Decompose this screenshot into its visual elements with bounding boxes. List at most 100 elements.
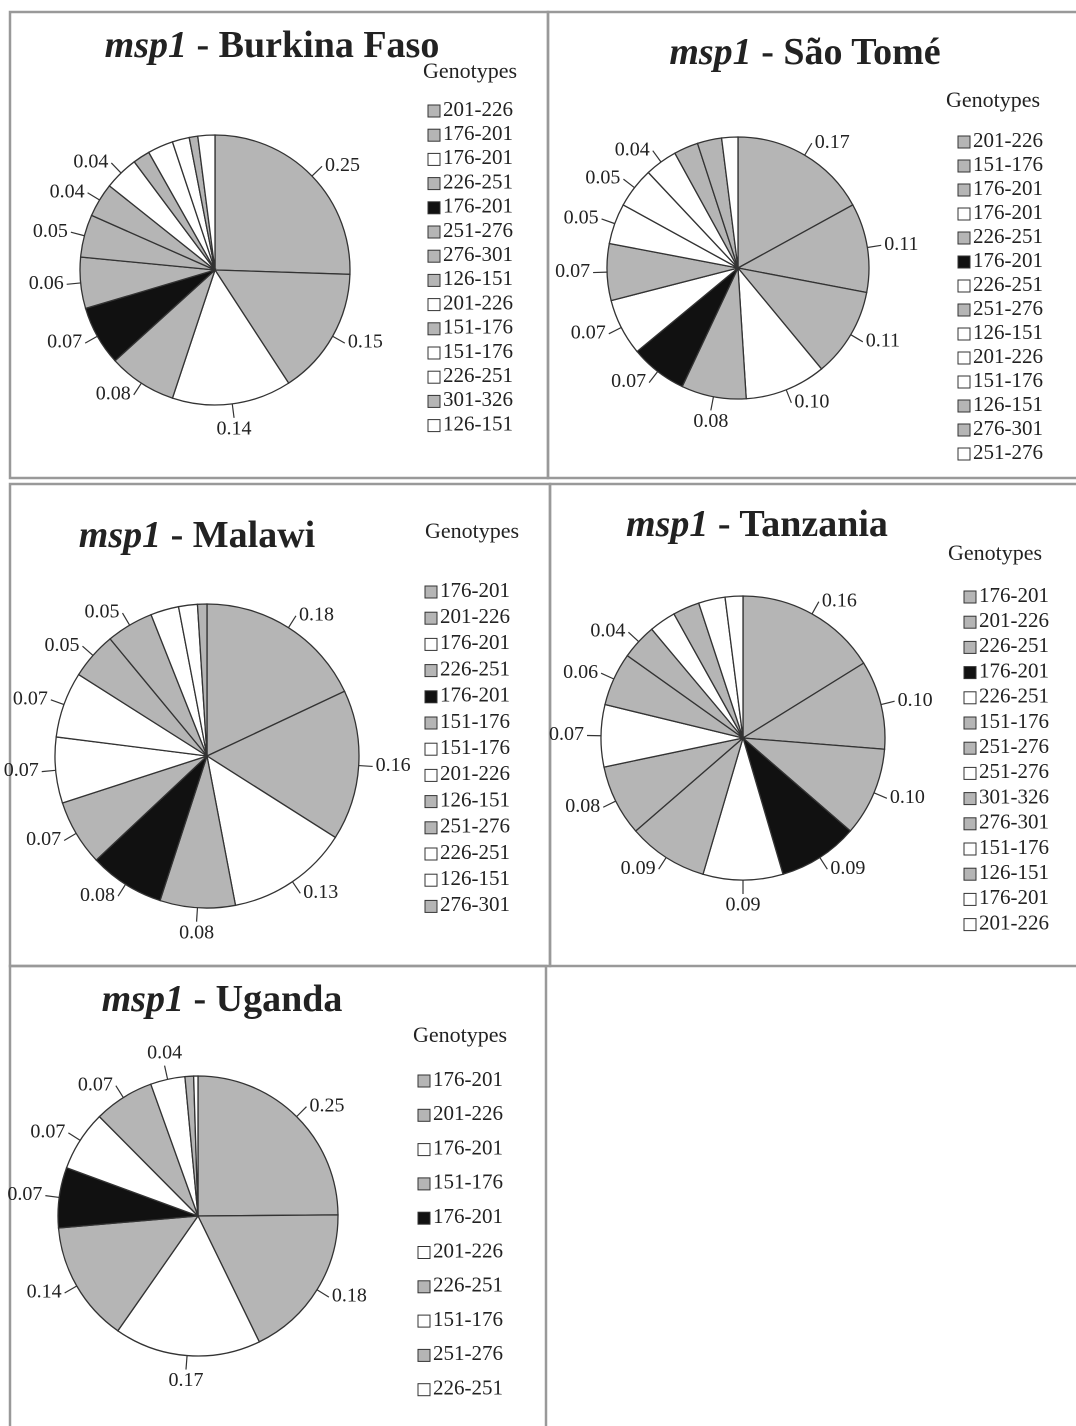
legend-label: 251-276 — [979, 734, 1049, 758]
leader-line — [45, 1195, 60, 1199]
legend-swatch — [963, 615, 977, 629]
leader-line — [648, 371, 659, 383]
leader-line — [68, 1132, 81, 1141]
data-label: 0.04 — [590, 620, 625, 642]
legend-swatch — [427, 152, 441, 166]
legend-swatch — [963, 691, 977, 705]
title-place: - Tanzania — [718, 503, 888, 545]
legend-label: 176-201 — [440, 578, 510, 602]
legend-label: 226-251 — [440, 840, 510, 864]
data-label: 0.07 — [13, 687, 48, 709]
leader-line — [652, 150, 662, 163]
data-label: 0.07 — [549, 723, 584, 745]
leader-line — [64, 1285, 78, 1294]
legend-swatch — [963, 918, 977, 932]
data-label: 0.05 — [585, 167, 620, 189]
legend-label: 201-226 — [973, 344, 1043, 368]
leader-line — [296, 1106, 307, 1118]
leader-line — [819, 857, 828, 870]
data-label: 0.09 — [726, 894, 761, 916]
legend-swatch — [424, 742, 438, 756]
legend-swatch — [963, 892, 977, 906]
legend-swatch — [417, 1108, 431, 1122]
data-label: 0.08 — [96, 382, 131, 404]
pie-slice — [741, 736, 852, 876]
legend-swatch — [417, 1348, 431, 1362]
legend-swatch — [957, 303, 971, 317]
leader-line — [332, 335, 346, 344]
legend-label: 226-251 — [443, 169, 513, 193]
legend-label: 201-226 — [443, 290, 513, 314]
data-label: 0.10 — [898, 689, 933, 711]
legend-label: 226-251 — [973, 224, 1043, 248]
data-label: 0.08 — [565, 795, 600, 817]
legend-label: 201-226 — [440, 604, 510, 628]
data-label: 0.04 — [73, 151, 108, 173]
legend-label: 226-251 — [979, 684, 1049, 708]
data-label: 0.07 — [78, 1073, 113, 1095]
legend-swatch — [424, 847, 438, 861]
pie-slice — [206, 754, 337, 907]
leader-line — [316, 1289, 330, 1298]
legend-swatch — [424, 637, 438, 651]
legend-label: 176-201 — [973, 248, 1043, 272]
legend-label: 251-276 — [973, 440, 1043, 464]
legend-label: 276-301 — [973, 416, 1043, 440]
legend-swatch — [963, 741, 977, 755]
legend-swatch — [963, 666, 977, 680]
legend-title: Genotypes — [948, 540, 1042, 565]
legend-swatch — [427, 419, 441, 433]
leader-line — [231, 403, 235, 418]
legend-label: 301-326 — [443, 387, 513, 411]
legend-swatch — [963, 792, 977, 806]
legend-swatch — [427, 346, 441, 360]
data-label: 0.06 — [29, 272, 64, 294]
legend-swatch — [957, 279, 971, 293]
leader-line — [115, 1085, 124, 1098]
legend-swatch — [957, 399, 971, 413]
leader-line — [358, 764, 373, 768]
legend-label: 301-326 — [979, 784, 1049, 808]
data-label: 0.07 — [611, 370, 646, 392]
leader-line — [287, 615, 297, 628]
legend-swatch — [963, 766, 977, 780]
data-label: 0.15 — [348, 331, 383, 353]
legend-label: 176-201 — [973, 176, 1043, 200]
legend-swatch — [427, 201, 441, 215]
data-label: 0.10 — [794, 390, 829, 412]
legend-label: 176-201 — [440, 683, 510, 707]
data-label: 0.07 — [26, 828, 61, 850]
legend-title: Genotypes — [413, 1022, 507, 1047]
legend-swatch — [427, 394, 441, 408]
legend-swatch — [957, 159, 971, 173]
pie-slice — [171, 268, 290, 406]
legend-label: 276-301 — [979, 810, 1049, 834]
data-label: 0.07 — [4, 759, 39, 781]
title-gene: msp1 — [102, 978, 184, 1020]
pie-slice — [197, 1075, 339, 1217]
legend-label: 226-251 — [440, 656, 510, 680]
data-label: 0.08 — [179, 921, 214, 943]
legend-label: 201-226 — [973, 128, 1043, 152]
data-label: 0.05 — [44, 634, 79, 656]
leader-line — [880, 700, 895, 706]
pie-slice — [724, 595, 744, 739]
legend-label: 276-301 — [443, 242, 513, 266]
legend-swatch — [957, 447, 971, 461]
legend-label: 176-201 — [433, 1067, 503, 1091]
leader-line — [291, 881, 301, 894]
legend-swatch — [417, 1314, 431, 1328]
legend-label: 151-176 — [443, 339, 513, 363]
title-place: - Burkina Faso — [197, 24, 440, 66]
data-label: 0.04 — [50, 180, 85, 202]
legend-swatch — [427, 370, 441, 384]
pie-slice — [634, 736, 745, 876]
leader-line — [82, 645, 94, 656]
data-label: 0.05 — [84, 601, 119, 623]
title-place: - Uganda — [193, 978, 342, 1020]
data-label: 0.16 — [822, 589, 857, 611]
legend-label: 151-176 — [433, 1307, 503, 1331]
legend-swatch — [424, 821, 438, 835]
legend-swatch — [424, 690, 438, 704]
leader-line — [658, 857, 667, 870]
